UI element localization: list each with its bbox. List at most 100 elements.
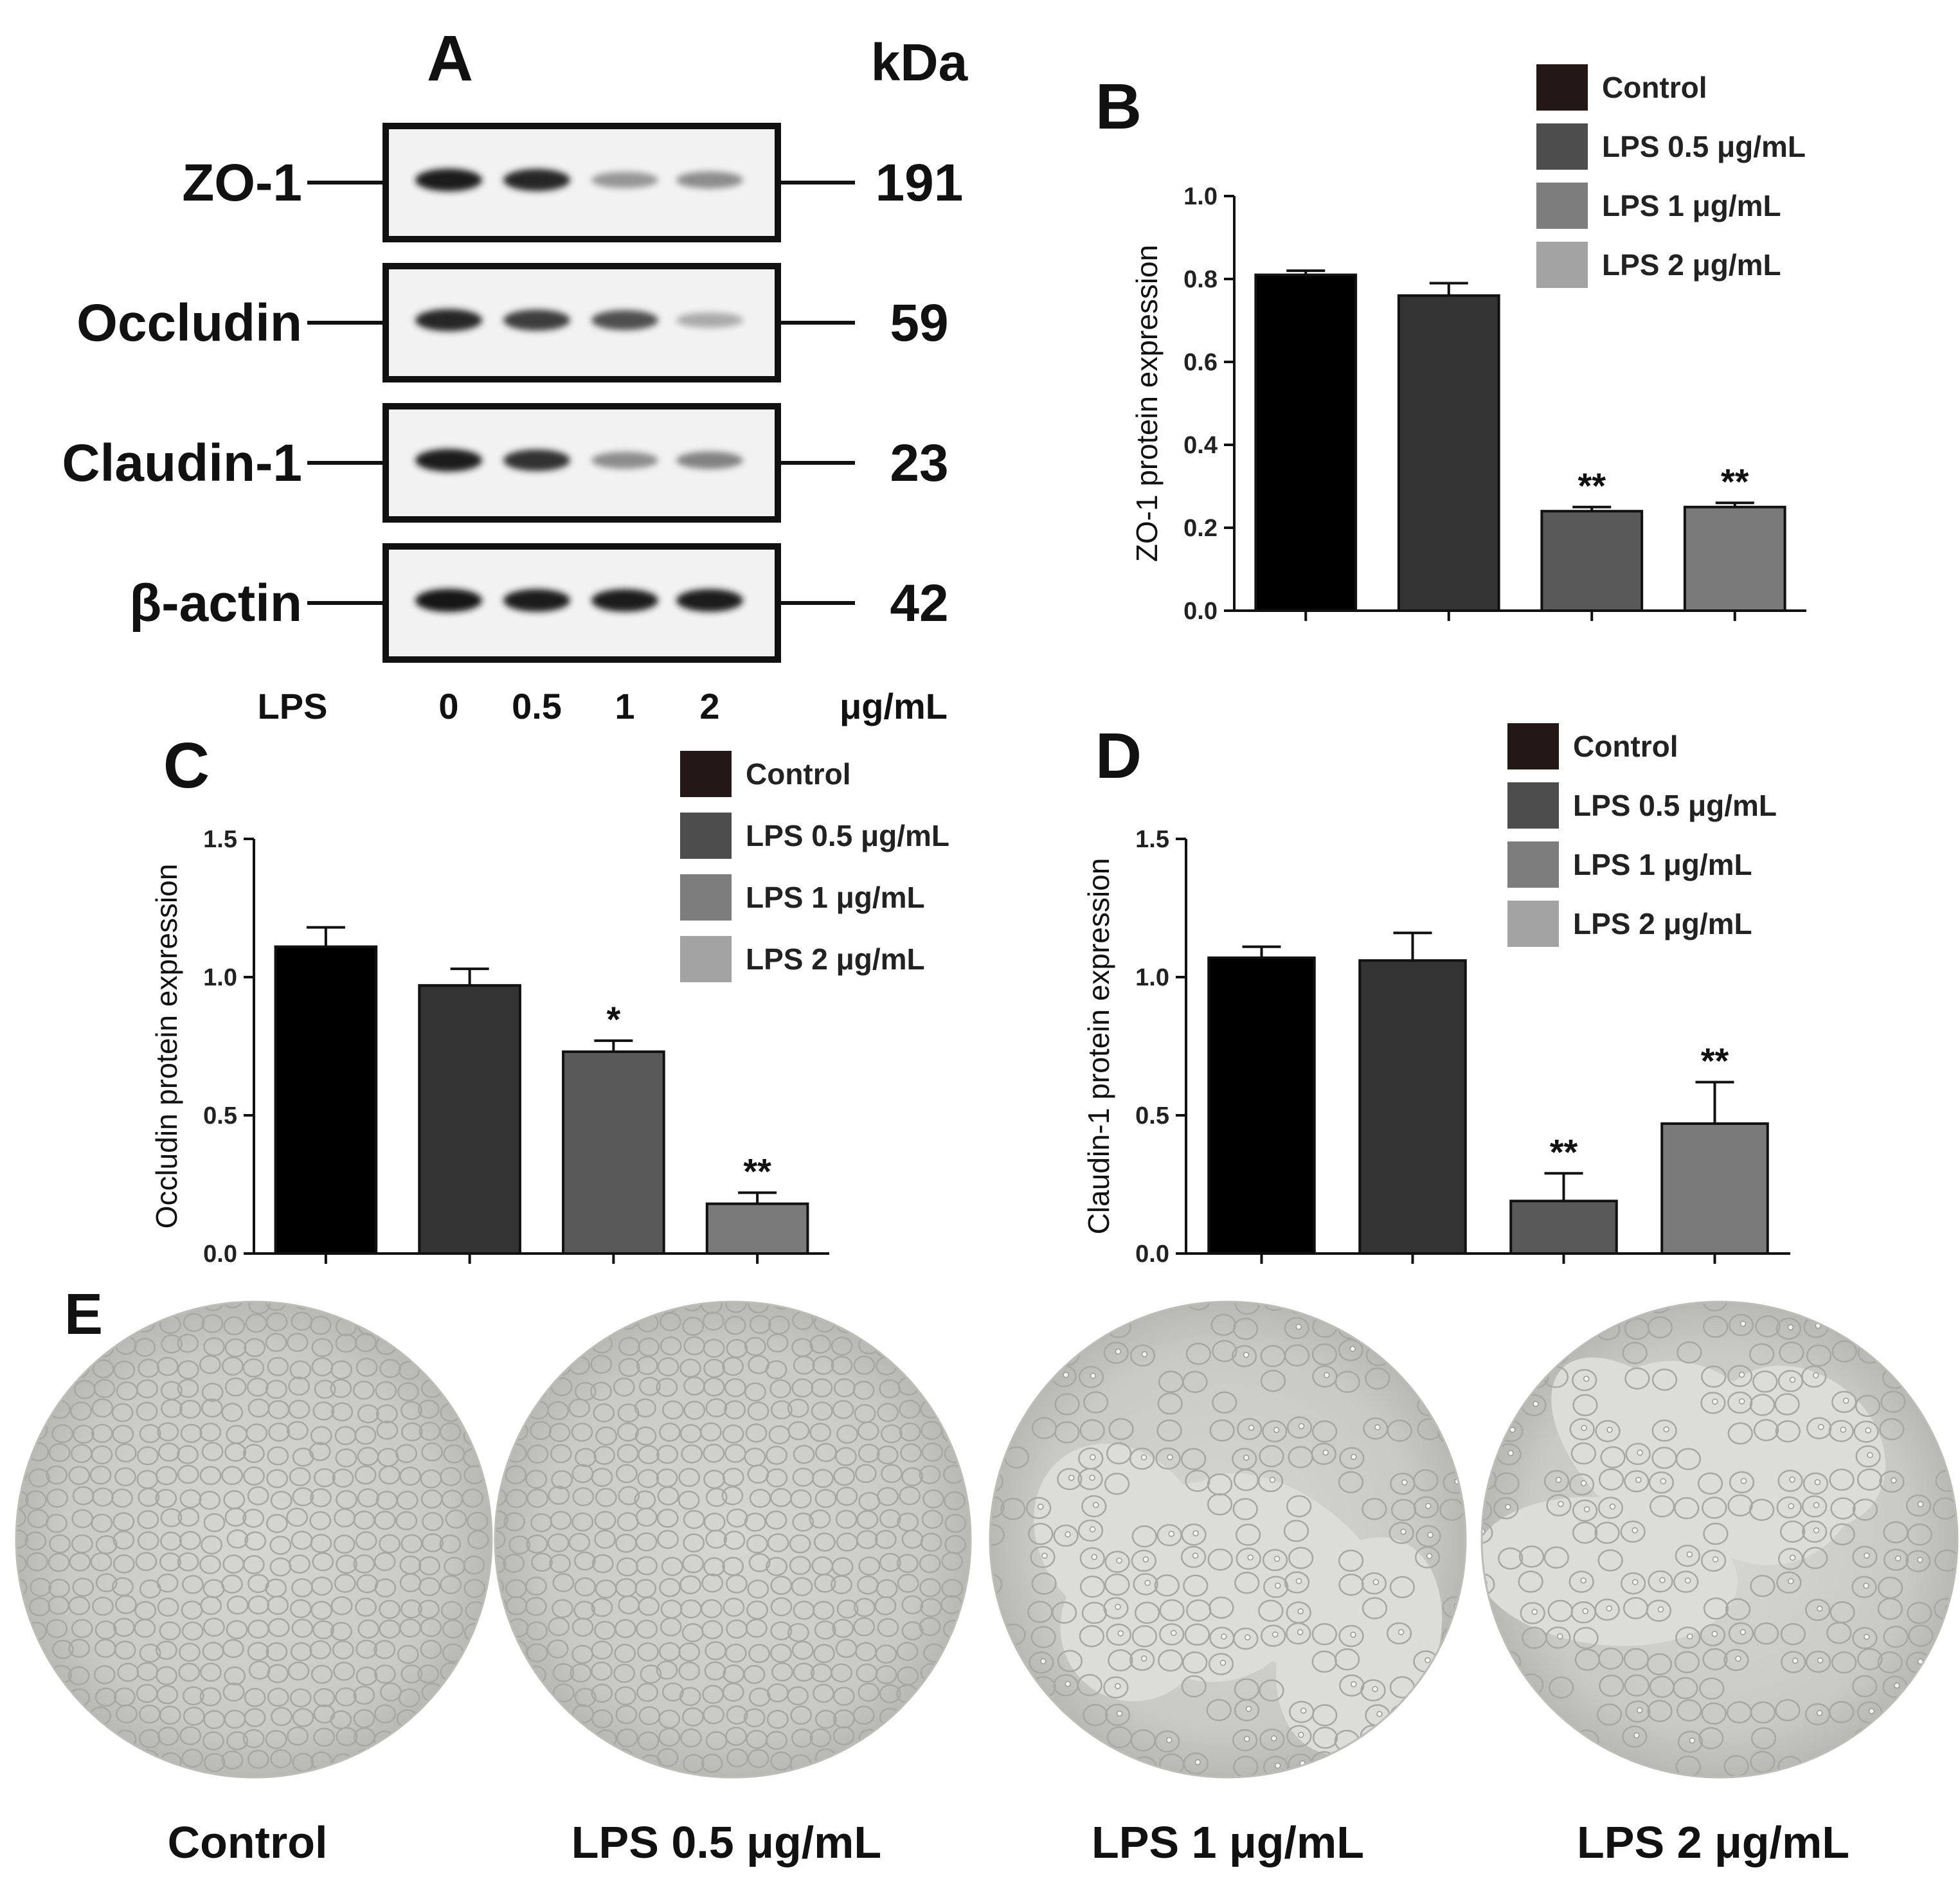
cell-outline xyxy=(551,1470,573,1489)
cell-outline xyxy=(1750,1727,1777,1750)
cell-outline xyxy=(1232,1729,1258,1752)
cell-outline xyxy=(463,1379,485,1399)
cell-outline xyxy=(919,1617,941,1637)
cell-outline xyxy=(1057,1468,1083,1491)
cell-outline xyxy=(336,1554,357,1574)
cell-outline xyxy=(1624,1367,1650,1390)
cell-outline xyxy=(1852,1545,1878,1569)
cell-vesicle xyxy=(1482,1320,1486,1327)
cell-outline xyxy=(944,1710,967,1730)
cell-outline xyxy=(463,1579,486,1598)
cell-outline xyxy=(1700,1624,1726,1646)
cell-outline xyxy=(875,1665,897,1685)
cell-vesicle xyxy=(1141,1351,1148,1358)
micrograph-wells: Control LPS 0.5 μg/mL LPS 1 μg/mL LPS 2 μg/… xyxy=(15,1300,1959,1867)
cell-outline xyxy=(1000,1340,1026,1363)
cell-outline xyxy=(679,1575,701,1595)
lane-label-2: 1 xyxy=(615,686,634,726)
cell-outline xyxy=(155,1489,177,1508)
cell-outline xyxy=(93,1665,116,1685)
cell-outline xyxy=(857,1421,879,1441)
cell-outline xyxy=(1851,1576,1877,1599)
cell-outline xyxy=(177,1333,199,1353)
cell-outline xyxy=(1338,1471,1364,1494)
cell-vesicle xyxy=(1247,1554,1254,1561)
cell-outline xyxy=(313,1688,336,1707)
cell-outline xyxy=(723,1597,745,1617)
cell-outline xyxy=(353,1686,375,1705)
cell-vesicle xyxy=(1840,1426,1847,1433)
cell-outline xyxy=(900,1443,922,1462)
cell-vesicle xyxy=(1894,1682,1900,1689)
cell-outline xyxy=(1493,1751,1518,1774)
cell-outline xyxy=(203,1337,225,1356)
bar-0 xyxy=(1254,273,1358,612)
cell-outline xyxy=(765,1510,787,1530)
cell-outline xyxy=(1056,1728,1082,1750)
cell-outline xyxy=(461,1302,483,1315)
cell-vesicle xyxy=(1428,1401,1435,1407)
cell-outline xyxy=(595,1426,618,1446)
cell-outline xyxy=(1437,1725,1463,1748)
blot-kda-label-0: 191 xyxy=(876,154,964,212)
cell-outline xyxy=(990,1448,1004,1470)
cell-outline xyxy=(112,1512,135,1532)
cell-outline xyxy=(1620,1520,1646,1543)
cell-outline xyxy=(595,1317,617,1336)
cell-outline xyxy=(636,1356,658,1375)
cell-outline xyxy=(1262,1420,1288,1443)
cell-outline xyxy=(635,1532,658,1552)
blot-rows: ZO-1 191 Occludin 59 Claudin-1 23 β-actin 42 xyxy=(62,123,964,663)
cell-outline xyxy=(1482,1394,1493,1417)
cell-outline xyxy=(1106,1442,1132,1465)
cell-vesicle xyxy=(1374,1424,1381,1431)
cell-outline xyxy=(399,1311,421,1331)
cell-outline xyxy=(397,1382,419,1401)
cell-outline xyxy=(442,1619,464,1639)
cell-outline xyxy=(879,1732,902,1752)
cell-outline xyxy=(177,1507,200,1527)
cell-vesicle xyxy=(1269,1477,1276,1483)
y-tick-label-0: 0.0 xyxy=(1183,598,1218,625)
cell-outline xyxy=(832,1399,854,1419)
cell-vesicle xyxy=(1660,1478,1667,1485)
cell-outline xyxy=(1234,1572,1260,1594)
cell-outline xyxy=(1260,1369,1286,1392)
cell-outline xyxy=(48,1443,71,1462)
well-rim-1 xyxy=(494,1300,972,1779)
cell-outline xyxy=(16,1686,29,1705)
cell-outline xyxy=(330,1621,352,1641)
cell-outline xyxy=(793,1662,815,1682)
cell-vesicle xyxy=(1813,1527,1820,1534)
cell-vesicle xyxy=(1372,1686,1378,1693)
cell-outline xyxy=(495,1311,508,1331)
cell-outline xyxy=(46,1731,68,1750)
cell-outline xyxy=(1108,1649,1133,1672)
cell-outline xyxy=(1675,1626,1701,1649)
cell-outline xyxy=(1482,1625,1496,1648)
cell-outline xyxy=(417,1399,440,1419)
cell-vesicle xyxy=(1689,1737,1696,1744)
cell-outline xyxy=(743,1708,766,1728)
cell-outline xyxy=(1624,1470,1650,1493)
cell-outline xyxy=(1284,1317,1309,1340)
cell-outline xyxy=(789,1556,811,1576)
cell-outline xyxy=(877,1487,899,1506)
cell-outline xyxy=(1517,1727,1543,1750)
cell-outline xyxy=(1028,1522,1054,1545)
cell-outline xyxy=(792,1512,814,1532)
cell-vesicle xyxy=(1450,1654,1456,1661)
bar-3 xyxy=(1683,505,1786,612)
cell-outline xyxy=(1054,1393,1080,1416)
cell-outline xyxy=(680,1728,702,1748)
cell-outline xyxy=(16,1508,26,1527)
cell-outline xyxy=(1702,1497,1727,1519)
cell-outline xyxy=(526,1534,548,1554)
cell-outline xyxy=(918,1316,940,1335)
cell-outline xyxy=(724,1315,746,1335)
cell-outline xyxy=(309,1640,332,1660)
cell-outline xyxy=(921,1509,944,1529)
cell-outline xyxy=(1570,1318,1596,1340)
cell-outline xyxy=(16,1316,26,1336)
cell-outline xyxy=(400,1664,423,1684)
